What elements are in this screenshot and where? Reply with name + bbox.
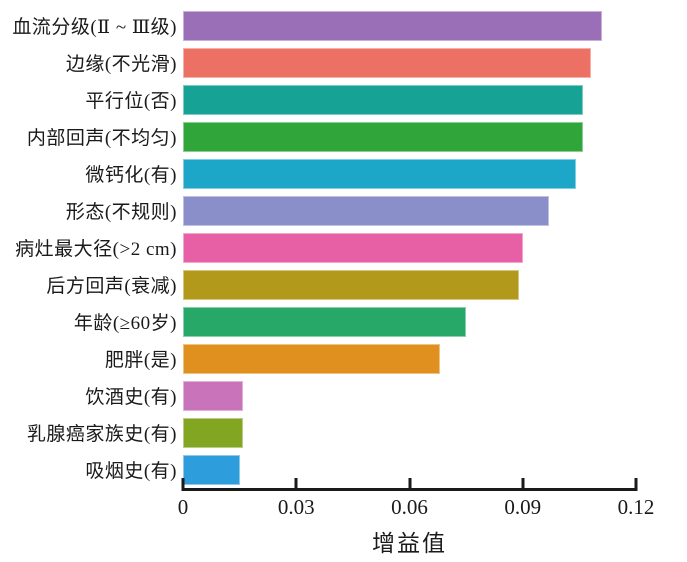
bar-row: 平行位(否)	[0, 81, 636, 118]
bar-row: 病灶最大径(>2 cm)	[0, 229, 636, 266]
bar	[183, 380, 244, 411]
x-axis-tick-label: 0.09	[504, 495, 542, 519]
bar-track	[183, 232, 636, 263]
bar-row: 乳腺癌家族史(有)	[0, 414, 636, 451]
category-label: 后方回声(衰减)	[46, 276, 177, 297]
bar-row: 微钙化(有)	[0, 155, 636, 192]
bar	[183, 158, 576, 189]
bar-row: 内部回声(不均匀)	[0, 118, 636, 155]
category-label: 饮酒史(有)	[85, 387, 177, 408]
category-label: 年龄(≥60岁)	[73, 313, 177, 334]
bar-row: 吸烟史(有)	[0, 451, 636, 488]
category-label: 病灶最大径(>2 cm)	[15, 239, 177, 260]
bar	[183, 232, 523, 263]
bar-row: 形态(不规则)	[0, 192, 636, 229]
category-label: 平行位(否)	[85, 91, 177, 112]
category-label: 吸烟史(有)	[85, 461, 177, 482]
x-axis: 0 0.03 0.06 0.09 0.12	[178, 478, 654, 519]
x-axis-tick	[408, 478, 411, 491]
bar	[183, 454, 240, 485]
bar	[183, 306, 467, 337]
bar-row: 血流分级(Ⅱ ~ Ⅲ级)	[0, 7, 636, 44]
x-axis-tick	[181, 478, 185, 491]
bar	[183, 84, 584, 115]
x-axis-title: 增益值	[372, 531, 447, 556]
bar	[183, 10, 603, 41]
category-label: 边缘(不光滑)	[65, 54, 177, 75]
x-axis-tick	[634, 478, 638, 491]
x-axis-tick-label: 0.12	[617, 495, 655, 519]
category-label: 形态(不规则)	[65, 202, 177, 223]
bar-track	[183, 454, 636, 485]
bar	[183, 417, 244, 448]
bar-track	[183, 121, 636, 152]
bar-track	[183, 417, 636, 448]
bar-row: 肥胖(是)	[0, 340, 636, 377]
bar-track	[183, 306, 636, 337]
bar	[183, 47, 591, 78]
bar	[183, 343, 440, 374]
bar-row: 饮酒史(有)	[0, 377, 636, 414]
bar-track	[183, 10, 636, 41]
bar-row: 后方回声(衰减)	[0, 266, 636, 303]
category-label: 肥胖(是)	[104, 350, 177, 371]
x-axis-tick-label: 0	[177, 495, 189, 519]
category-label: 血流分级(Ⅱ ~ Ⅲ级)	[12, 17, 177, 38]
category-label: 内部回声(不均匀)	[26, 128, 177, 149]
bar	[183, 121, 584, 152]
bar-track	[183, 158, 636, 189]
bar-row: 年龄(≥60岁)	[0, 303, 636, 340]
x-axis-tick	[294, 478, 298, 491]
x-axis-tick-label: 0.03	[277, 495, 315, 519]
bar-track	[183, 380, 636, 411]
bar-track	[183, 269, 636, 300]
bar-rows: 血流分级(Ⅱ ~ Ⅲ级) 边缘(不光滑) 平行位(否) 内部回声(不均匀) 微钙化(有)…	[0, 7, 636, 488]
bar-track	[183, 47, 636, 78]
bar-track	[183, 195, 636, 226]
x-axis-tick	[521, 478, 525, 491]
bar-track	[183, 84, 636, 115]
bar-row: 边缘(不光滑)	[0, 44, 636, 81]
bar	[183, 269, 519, 300]
x-axis-tick-label: 0.06	[391, 495, 428, 519]
bar	[183, 195, 550, 226]
category-label: 微钙化(有)	[85, 165, 177, 186]
bar-track	[183, 343, 636, 374]
category-label: 乳腺癌家族史(有)	[26, 424, 177, 445]
